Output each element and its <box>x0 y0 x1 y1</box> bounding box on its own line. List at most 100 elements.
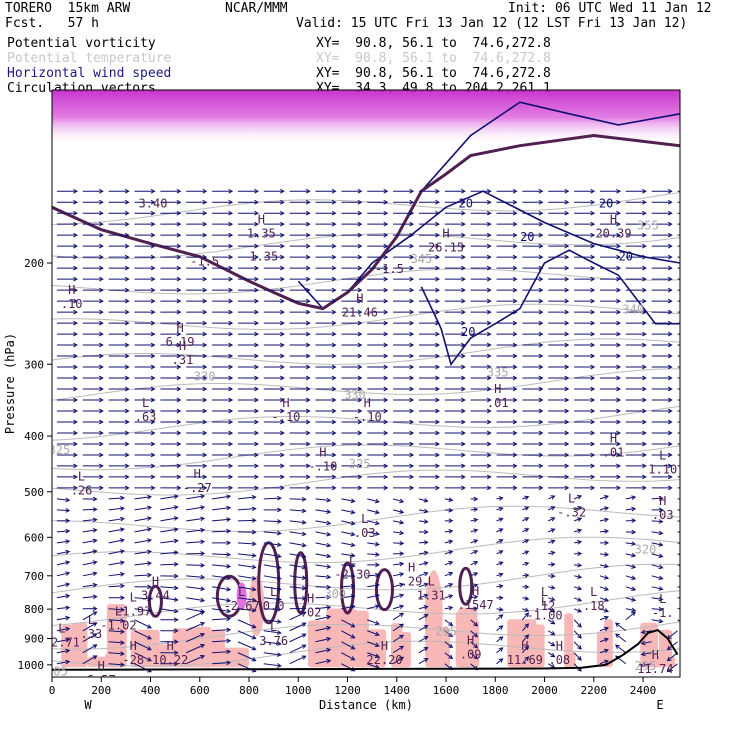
circulation-vector-head <box>448 594 454 599</box>
circulation-vector-head <box>65 626 71 632</box>
circulation-vector-head <box>357 342 363 348</box>
circulation-vector-head <box>590 331 596 337</box>
circulation-vector-head <box>331 243 337 249</box>
circulation-vector-head <box>399 604 405 610</box>
circulation-vector-head <box>409 298 415 304</box>
circulation-vector-head <box>577 597 583 602</box>
circulation-vector <box>615 622 627 632</box>
circulation-vector-head <box>564 397 570 403</box>
circulation-vector <box>186 564 205 566</box>
circulation-vector-head <box>409 441 415 447</box>
circulation-vector-head <box>512 408 518 414</box>
circulation-vector <box>470 519 478 522</box>
circulation-vector-head <box>616 474 622 480</box>
circulation-vector-head <box>251 586 257 592</box>
circulation-vector-head <box>590 364 596 370</box>
circulation-vector <box>496 614 503 621</box>
circulation-vector-head <box>228 386 234 392</box>
circulation-vector-head <box>228 441 234 447</box>
circulation-vector-head <box>331 342 337 348</box>
circulation-vector-head <box>73 309 78 315</box>
circulation-vector-head <box>124 210 130 216</box>
circulation-vector-head <box>305 298 311 304</box>
circulation-vector-head <box>524 584 530 590</box>
circulation-vector-head <box>173 608 179 614</box>
circulation-vector-head <box>564 441 570 447</box>
extremum-value: .29 <box>401 575 423 589</box>
circulation-vector-head <box>667 441 673 447</box>
circulation-vector-head <box>524 495 530 501</box>
circulation-vector-head <box>564 342 570 348</box>
circulation-vector <box>496 528 503 533</box>
circulation-vector-head <box>73 320 78 326</box>
circulation-vector-head <box>642 320 647 326</box>
circulation-vector <box>289 520 306 524</box>
x-tick-label: 2200 <box>581 684 608 697</box>
circulation-vector-head <box>280 243 285 249</box>
field-xy-wind: XY= 90.8, 56.1 to 74.6,272.8 <box>316 66 551 81</box>
circulation-vector-head <box>147 608 152 613</box>
circulation-vector-head <box>254 342 259 348</box>
circulation-vector-head <box>173 650 179 656</box>
circulation-vector <box>547 652 555 658</box>
circulation-vector <box>108 561 124 566</box>
circulation-vector-head <box>550 596 556 602</box>
circulation-vector-head <box>409 397 415 403</box>
circulation-vector-head <box>409 375 415 381</box>
pv-contour-label: 1.35 <box>249 250 278 264</box>
circulation-vector <box>212 530 231 533</box>
circulation-vector-head <box>331 331 337 337</box>
circulation-vector-head <box>640 662 646 668</box>
circulation-vector-head <box>326 614 332 620</box>
circulation-vector-head <box>305 331 311 337</box>
circulation-vector-head <box>305 430 311 436</box>
circulation-vector-head <box>350 634 356 639</box>
circulation-vector <box>522 656 529 665</box>
circulation-vector-head <box>150 331 156 337</box>
circulation-vector <box>418 614 428 621</box>
circulation-vector <box>160 517 178 522</box>
circulation-vector-head <box>642 353 647 359</box>
theta-contour <box>52 640 680 667</box>
circulation-vector-head <box>564 375 570 381</box>
circulation-vector-head <box>512 188 518 194</box>
circulation-vector-head <box>590 188 596 194</box>
circulation-vector-head <box>383 485 389 491</box>
circulation-vector-head <box>176 243 182 249</box>
circulation-vector-head <box>305 199 311 205</box>
circulation-vector-head <box>538 419 544 425</box>
extremum-marker: H <box>176 321 183 335</box>
circulation-vector-head <box>357 276 363 282</box>
extremum-value: -2.67 <box>224 599 260 613</box>
circulation-vector <box>56 649 70 654</box>
circulation-vector-head <box>486 309 492 315</box>
pv-contour-label: -1.5 <box>190 255 219 269</box>
circulation-vector-head <box>251 553 257 558</box>
circulation-vector-head <box>461 474 466 480</box>
circulation-vector <box>263 630 281 634</box>
circulation-vector <box>625 597 636 601</box>
circulation-vector-head <box>667 243 673 249</box>
circulation-vector-head <box>305 474 311 480</box>
circulation-vector-head <box>686 543 690 547</box>
circulation-vector-head <box>524 656 530 662</box>
pv-shading-lower <box>564 651 576 668</box>
circulation-vector-head <box>280 331 285 337</box>
pv-contour <box>374 568 394 612</box>
circulation-vector <box>263 586 281 590</box>
circulation-vector-head <box>326 647 332 653</box>
circulation-vector-head <box>280 254 285 260</box>
circulation-vector-head <box>564 485 570 491</box>
circulation-vector-head <box>202 232 208 238</box>
circulation-vector-head <box>301 575 307 581</box>
circulation-vector-head <box>486 353 492 359</box>
circulation-vector <box>237 641 256 651</box>
circulation-vector-head <box>99 364 104 370</box>
circulation-vector-head <box>92 560 98 565</box>
circulation-vector-head <box>65 549 71 555</box>
circulation-vector-head <box>399 623 405 629</box>
circulation-vector <box>547 641 555 647</box>
x-tick-label: 800 <box>239 684 259 697</box>
circulation-vector-head <box>658 507 664 513</box>
circulation-vector-head <box>65 605 71 611</box>
